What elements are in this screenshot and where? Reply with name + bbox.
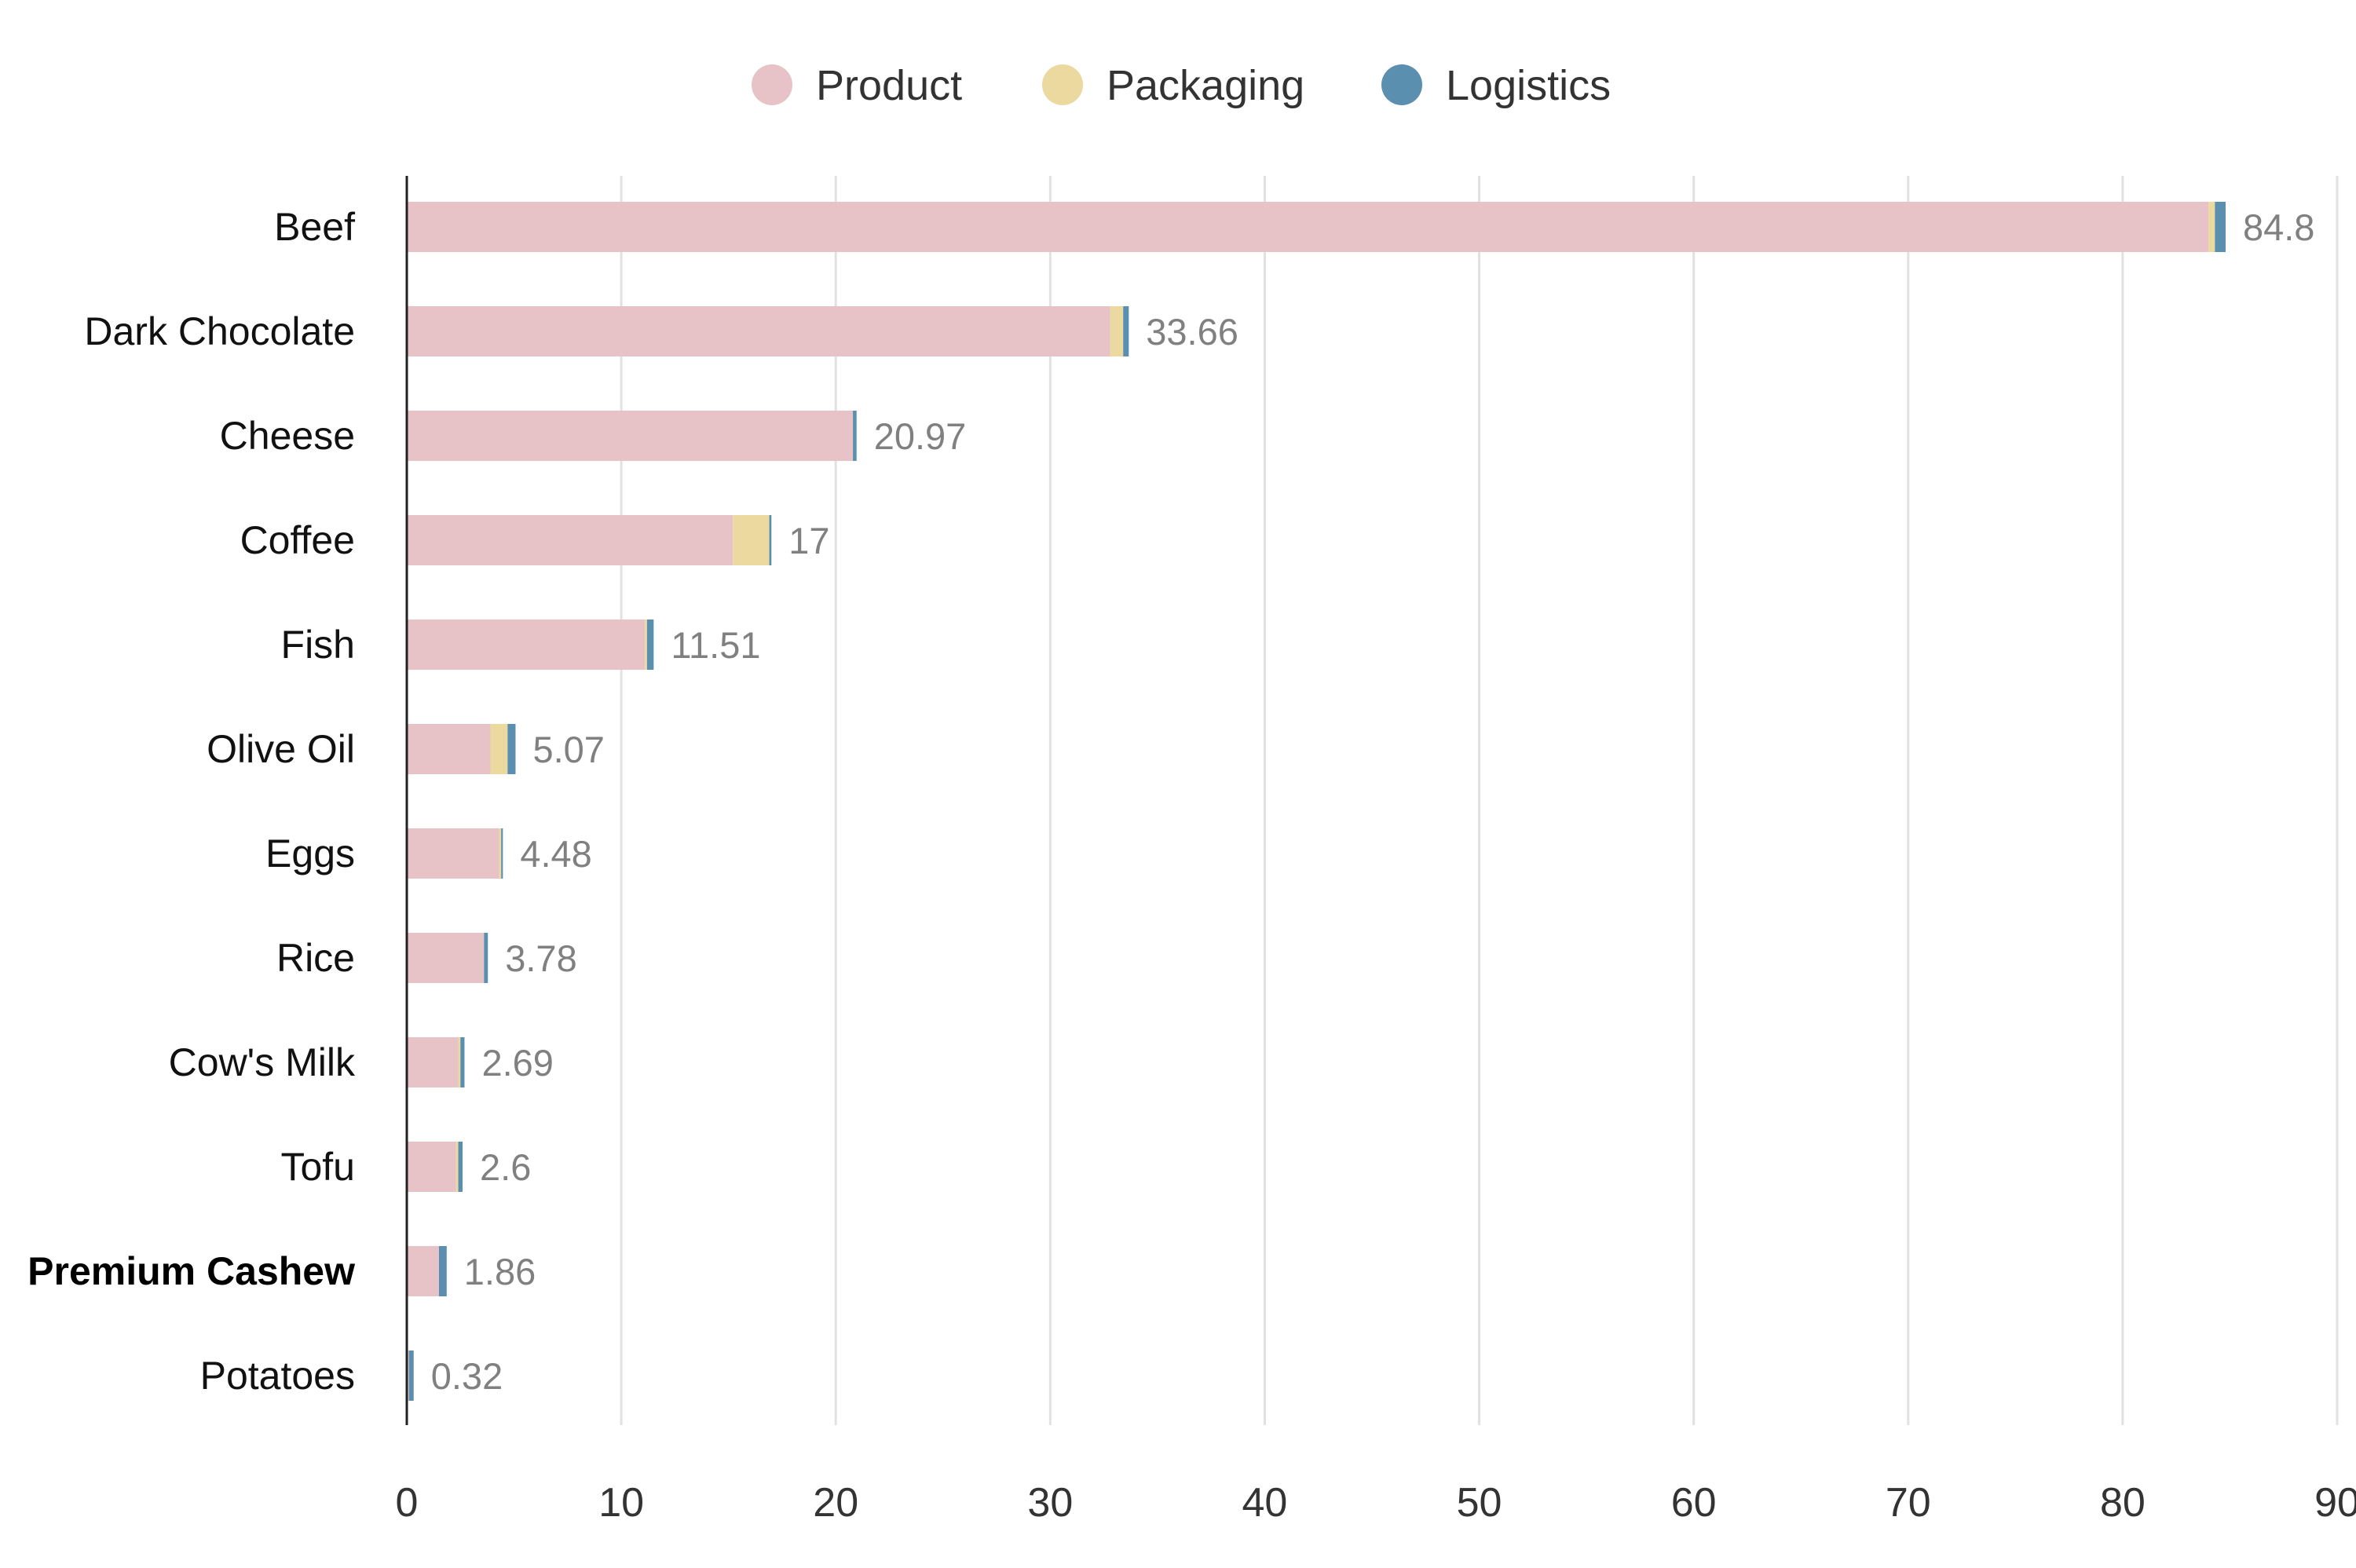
axes: 0 10 20 30 40 50 60 70 80 90 xyxy=(396,176,2356,1526)
bar-premium-cashew-logistics xyxy=(438,1246,447,1296)
total-label: 1.86 xyxy=(464,1251,536,1292)
x-tick-label: 40 xyxy=(1242,1480,1288,1526)
total-label: 2.69 xyxy=(481,1042,553,1084)
bar-coffee-logistics xyxy=(769,515,772,565)
bar-cheese-logistics xyxy=(853,411,857,461)
x-tick-label: 10 xyxy=(598,1480,644,1526)
bar-cow-s-milk-packaging xyxy=(458,1037,461,1087)
bar-fish-logistics xyxy=(646,620,654,670)
bar-rice-logistics xyxy=(484,933,488,983)
category-label: Cheese xyxy=(220,414,355,458)
bar-dark-chocolate-logistics xyxy=(1123,306,1129,356)
bar-coffee-product xyxy=(407,515,734,565)
category-label: Dark Chocolate xyxy=(84,309,355,353)
category-label: Eggs xyxy=(265,832,355,875)
x-tick-label: 60 xyxy=(1671,1480,1717,1526)
total-label: 5.07 xyxy=(532,729,604,770)
total-label: 4.48 xyxy=(520,833,591,875)
bar-eggs-product xyxy=(407,828,499,879)
total-label: 3.78 xyxy=(505,938,576,979)
total-label: 17 xyxy=(788,520,829,561)
bars xyxy=(407,202,2226,1401)
gridlines xyxy=(620,176,2339,1425)
bar-beef-logistics xyxy=(2215,202,2226,252)
x-tick-label: 90 xyxy=(2314,1480,2356,1526)
total-label: 0.32 xyxy=(431,1355,503,1397)
total-label: 11.51 xyxy=(671,624,760,666)
bar-beef-packaging xyxy=(2208,202,2215,252)
total-label: 2.6 xyxy=(480,1146,531,1188)
category-label: Premium Cashew xyxy=(27,1249,355,1293)
x-tick-label: 70 xyxy=(1886,1480,1931,1526)
category-label: Olive Oil xyxy=(207,727,355,771)
x-tick-label: 80 xyxy=(2100,1480,2146,1526)
bar-olive-oil-product xyxy=(407,724,491,774)
bar-olive-oil-logistics xyxy=(507,724,516,774)
bar-dark-chocolate-packaging xyxy=(1110,306,1124,356)
total-label: 84.8 xyxy=(2243,207,2314,248)
bar-tofu-packaging xyxy=(455,1142,459,1192)
bar-fish-product xyxy=(407,620,646,670)
bar-fish-packaging xyxy=(645,620,647,670)
total-label: 20.97 xyxy=(874,415,967,457)
legend-label-product: Product xyxy=(816,62,962,109)
x-tick-label: 50 xyxy=(1457,1480,1502,1526)
legend-swatch-product xyxy=(752,64,792,105)
bar-eggs-packaging xyxy=(499,828,502,879)
category-label: Cow's Milk xyxy=(169,1040,356,1084)
x-tick-label: 30 xyxy=(1027,1480,1073,1526)
labels: Beef 84.8 Dark Chocolate 33.66 Cheese 20.97 Co… xyxy=(27,205,2314,1398)
bar-tofu-product xyxy=(407,1142,456,1192)
x-tick-label: 20 xyxy=(813,1480,858,1526)
legend-label-logistics: Logistics xyxy=(1446,62,1611,109)
legend-label-packaging: Packaging xyxy=(1107,62,1304,109)
bar-tofu-logistics xyxy=(458,1142,463,1192)
category-label: Potatoes xyxy=(200,1354,355,1398)
category-label: Coffee xyxy=(240,518,355,562)
bar-cow-s-milk-logistics xyxy=(460,1037,465,1087)
category-label: Fish xyxy=(281,623,355,667)
category-label: Rice xyxy=(276,936,355,980)
bar-olive-oil-packaging xyxy=(490,724,508,774)
bar-dark-chocolate-product xyxy=(407,306,1110,356)
category-label: Tofu xyxy=(280,1145,355,1189)
bar-cow-s-milk-product xyxy=(407,1037,459,1087)
bar-premium-cashew-product xyxy=(407,1246,439,1296)
bar-eggs-logistics xyxy=(501,828,503,879)
legend-swatch-logistics xyxy=(1381,64,1422,105)
bar-potatoes-logistics xyxy=(408,1351,414,1401)
bar-coffee-packaging xyxy=(733,515,770,565)
legend: Product Packaging Logistics xyxy=(752,62,1611,109)
legend-swatch-packaging xyxy=(1042,64,1083,105)
bar-cheese-product xyxy=(407,411,854,461)
total-label: 33.66 xyxy=(1146,311,1238,353)
bar-beef-product xyxy=(407,202,2209,252)
x-tick-label: 0 xyxy=(396,1480,419,1526)
bar-rice-product xyxy=(407,933,485,983)
category-label: Beef xyxy=(274,205,355,249)
